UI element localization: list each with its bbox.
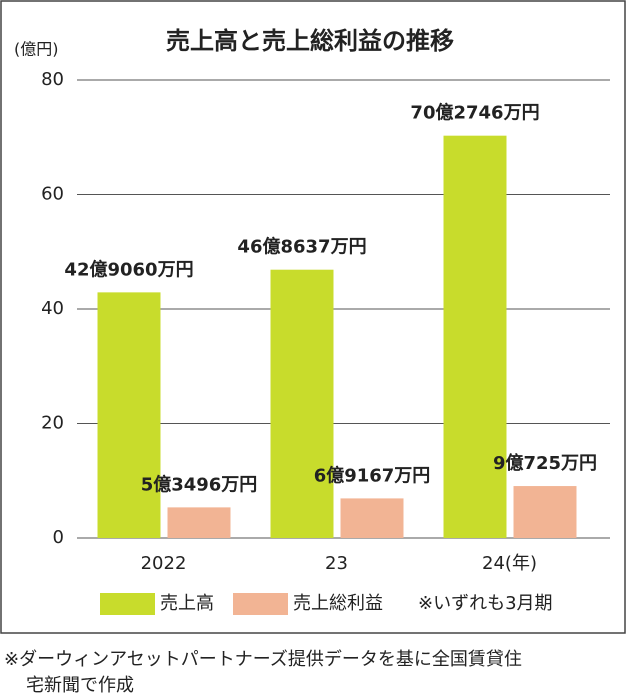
value-label: 70億2746万円: [410, 102, 539, 124]
value-label: 42億9060万円: [64, 258, 193, 280]
bar: [513, 486, 577, 538]
value-label: 5億3496万円: [141, 473, 258, 495]
legend-label: 売上高: [160, 593, 214, 614]
bar: [443, 135, 507, 538]
bar: [97, 292, 161, 538]
value-label: 46億8637万円: [237, 236, 366, 258]
value-label: 6億9167万円: [314, 464, 431, 486]
chart-title: 売上高と売上総利益の推移: [166, 27, 454, 55]
note: ※いずれも3月期: [418, 593, 553, 614]
y-unit: (億円): [14, 40, 59, 59]
bar: [270, 269, 334, 538]
y-tick-label: 20: [41, 413, 64, 434]
source: 宅新聞で作成: [26, 675, 134, 696]
y-tick-label: 40: [41, 298, 64, 319]
x-tick-label: 23: [325, 553, 348, 574]
legend-swatch: [233, 593, 288, 615]
bar: [340, 498, 404, 538]
frame: [0, 0, 626, 634]
y-tick-label: 60: [41, 184, 64, 205]
y-tick-label: 80: [41, 69, 64, 90]
legend-swatch: [100, 593, 155, 615]
y-tick-label: 0: [53, 527, 64, 548]
value-label: 9億725万円: [493, 452, 597, 474]
bar: [167, 507, 231, 538]
legend-label: 売上総利益: [293, 593, 383, 614]
x-tick-label: 2022: [141, 553, 187, 574]
source: ※ダーウィンアセットパートナーズ提供データを基に全国賃貸住: [4, 649, 522, 670]
x-tick-label: 24(年): [482, 553, 537, 574]
